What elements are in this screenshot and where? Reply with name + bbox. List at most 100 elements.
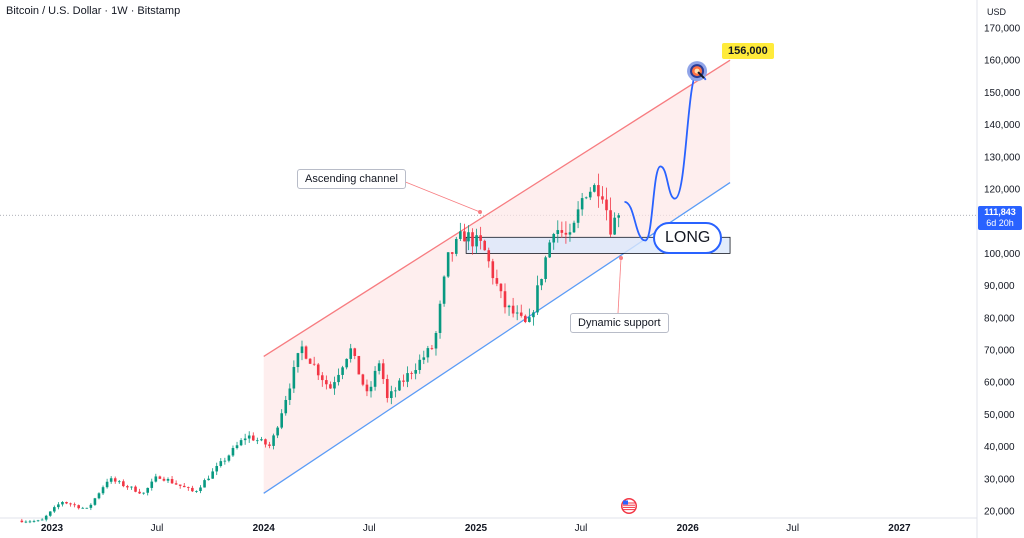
- candle: [105, 478, 109, 489]
- candle: [560, 221, 564, 238]
- candle-body: [414, 370, 417, 374]
- dynamic-support-pointer: [617, 257, 622, 314]
- candle: [117, 479, 121, 484]
- candle-body: [215, 465, 219, 472]
- y-tick-label: 60,000: [984, 378, 1015, 389]
- candle-body: [276, 427, 279, 436]
- candle: [20, 518, 24, 523]
- x-tick-label: Jul: [575, 523, 588, 534]
- candle-body: [284, 399, 288, 414]
- candle: [597, 173, 600, 208]
- candle-body: [158, 476, 162, 479]
- target-icon[interactable]: [687, 61, 708, 82]
- candle-body: [308, 358, 312, 364]
- target-price-label[interactable]: 156,000: [722, 43, 774, 59]
- candle-body: [450, 252, 454, 254]
- candle: [146, 487, 150, 496]
- long-signal-label[interactable]: LONG: [653, 222, 723, 254]
- us-flag-icon[interactable]: [621, 498, 637, 514]
- candle-body: [126, 486, 129, 488]
- candle-body: [446, 252, 450, 277]
- candle-body: [97, 493, 101, 499]
- candle-body: [199, 487, 202, 492]
- candle-body: [117, 481, 121, 483]
- x-tick-label: Jul: [786, 523, 799, 534]
- candle: [292, 360, 296, 393]
- candle-body: [300, 346, 304, 354]
- candle: [142, 492, 145, 495]
- candle-countdown: 6d 20h: [986, 218, 1014, 228]
- candle: [463, 223, 466, 242]
- y-tick-label: 150,000: [984, 88, 1021, 99]
- candle-body: [264, 439, 267, 445]
- candle-body: [203, 480, 206, 488]
- candle: [77, 504, 80, 510]
- candle-body: [524, 315, 527, 323]
- candle: [390, 385, 393, 405]
- ascending-channel-label[interactable]: Ascending channel: [297, 169, 406, 189]
- channel-upper-line[interactable]: [263, 59, 731, 357]
- projection-path[interactable]: [624, 68, 700, 242]
- candle: [182, 483, 186, 488]
- y-tick-label: 40,000: [984, 442, 1015, 453]
- x-tick-label: 2027: [888, 523, 911, 534]
- candle-body: [24, 521, 28, 523]
- candle-body: [81, 507, 85, 509]
- candle: [584, 196, 588, 200]
- candle: [377, 360, 381, 375]
- channel-lower-line[interactable]: [263, 182, 731, 494]
- candle-body: [499, 283, 503, 292]
- x-tick-label: Jul: [151, 523, 164, 534]
- candle-body: [377, 363, 381, 371]
- candle-body: [150, 481, 154, 488]
- candle: [515, 305, 519, 321]
- candle: [361, 373, 365, 387]
- candle-body: [605, 199, 608, 211]
- candle-body: [503, 291, 507, 308]
- candle-body: [122, 481, 125, 487]
- candle: [162, 476, 166, 482]
- candle: [576, 201, 580, 229]
- candle-body: [361, 374, 365, 385]
- candle-body: [357, 355, 361, 375]
- candle: [174, 480, 178, 485]
- candle-body: [65, 501, 68, 504]
- candle: [272, 433, 275, 450]
- candle: [357, 355, 361, 375]
- candle-body: [219, 461, 223, 466]
- candle-body: [292, 367, 296, 389]
- candle: [97, 492, 101, 500]
- candle-body: [613, 217, 616, 235]
- candle-body: [430, 348, 434, 349]
- candle-body: [438, 303, 442, 333]
- candle: [276, 426, 279, 439]
- candle: [454, 236, 458, 257]
- dynamic-support-label[interactable]: Dynamic support: [570, 313, 669, 333]
- candle: [260, 436, 263, 442]
- candle: [536, 275, 539, 315]
- candle: [349, 343, 353, 363]
- candle-body: [227, 455, 231, 461]
- candle-body: [548, 242, 551, 258]
- candle-body: [337, 374, 340, 383]
- candle-body: [373, 370, 377, 387]
- candle: [284, 395, 288, 416]
- candle: [406, 366, 409, 388]
- x-tick-label: 2023: [41, 523, 64, 534]
- candle-body: [572, 222, 576, 233]
- candle-body: [73, 504, 76, 506]
- candle-body: [109, 478, 113, 482]
- candle: [239, 438, 243, 447]
- candle: [134, 485, 137, 493]
- candle: [499, 283, 503, 299]
- candle: [483, 239, 487, 251]
- candle-body: [280, 413, 283, 428]
- candle: [36, 519, 40, 522]
- candle-body: [349, 348, 353, 359]
- y-tick-label: 90,000: [984, 281, 1015, 292]
- candle-body: [329, 384, 332, 389]
- candle: [365, 379, 369, 397]
- candle-body: [268, 444, 271, 446]
- candle: [243, 433, 247, 445]
